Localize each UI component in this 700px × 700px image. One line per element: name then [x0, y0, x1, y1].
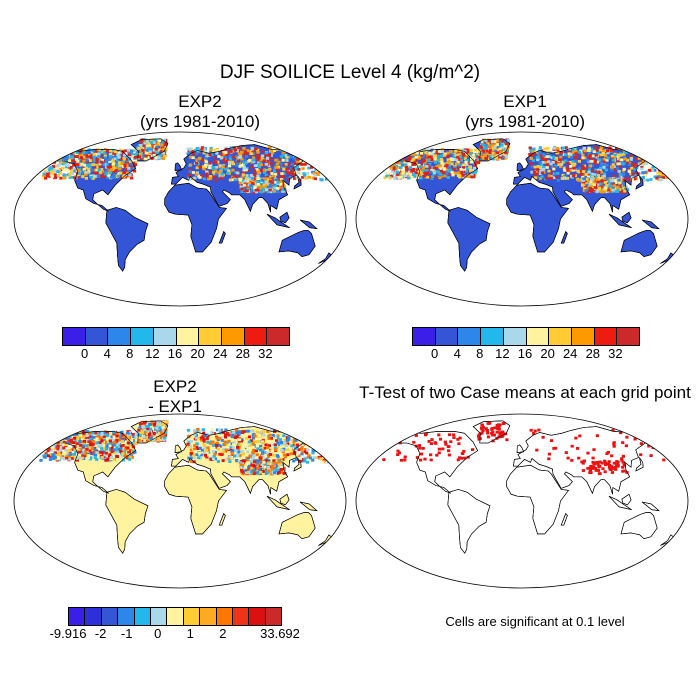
colorbar-swatch — [150, 608, 168, 625]
colorbar-swatch — [199, 328, 222, 345]
panel-title-line2: - EXP1 — [148, 397, 202, 416]
colorbar-swatch — [267, 328, 290, 345]
panel-title-line1: T-Test of two Case means at each grid po… — [359, 383, 691, 402]
colorbar-swatch — [101, 608, 119, 625]
colorbar-swatch — [617, 328, 640, 345]
colorbar-swatch — [167, 608, 184, 625]
colorbar-label: 20 — [540, 346, 555, 361]
colorbar-swatch — [481, 328, 504, 345]
colorbar-label: 8 — [126, 346, 134, 361]
colorbar-label: -2 — [94, 626, 107, 641]
colorbar-swatch — [221, 328, 245, 345]
colorbar-swatch — [131, 328, 154, 345]
colorbar-swatch — [85, 328, 109, 345]
land-southAmerica — [105, 489, 149, 554]
panel-title-line1: EXP2 — [153, 377, 197, 396]
panel-title-exp2: EXP2 (yrs 1981-2010) — [50, 92, 350, 132]
land-southAmerica — [447, 207, 491, 272]
panel-title-diff: EXP2 - EXP1 — [50, 377, 300, 417]
colorbar-label: 1 — [186, 626, 194, 641]
land-northAmerica — [394, 431, 479, 494]
map-border — [13, 131, 347, 307]
colorbar-swatch — [85, 608, 102, 625]
colorbar-swatch — [69, 608, 86, 625]
colorbar-label: 12 — [495, 346, 510, 361]
significance-note: Cells are significant at 0.1 level — [445, 614, 625, 629]
colorbar-swatch — [216, 608, 233, 625]
colorbar-label: 24 — [562, 346, 578, 361]
colorbar-swatch — [200, 608, 217, 625]
colorbar-labels-exp2: 0 4 8 12 16 20 24 28 32 — [62, 346, 288, 362]
colorbar-label: -9.916 — [49, 626, 87, 641]
colorbar-label: 12 — [145, 346, 160, 361]
panel-title-ttest: T-Test of two Case means at each grid po… — [350, 383, 700, 403]
map-border — [13, 413, 347, 589]
colorbar-labels-exp1: 0 4 8 12 16 20 24 28 32 — [412, 346, 638, 362]
colorbar-swatch — [232, 608, 250, 625]
map-ttest — [355, 413, 689, 589]
panel-title-exp1: EXP1 (yrs 1981-2010) — [375, 92, 675, 132]
colorbar-labels-diff: -9.916 -2 -1 0 1 2 33.692 — [50, 626, 300, 642]
colorbar-label: -1 — [120, 626, 133, 641]
land-southAmerica — [447, 489, 491, 554]
colorbar-label: 28 — [585, 346, 601, 361]
colorbar-swatch — [249, 608, 266, 625]
colorbar-label: 32 — [258, 346, 273, 361]
land-newGuinea — [641, 219, 660, 230]
map-exp2 — [13, 131, 347, 307]
colorbar-swatch — [435, 328, 459, 345]
colorbar-swatch — [458, 328, 482, 345]
colorbar-label: 33.692 — [260, 626, 300, 641]
colorbar-label: 2 — [219, 626, 227, 641]
colorbar-label: 0 — [154, 626, 162, 641]
colorbar-label: 24 — [212, 346, 228, 361]
colorbar-swatch — [134, 608, 151, 625]
land-newGuinea — [299, 219, 318, 230]
map-exp1 — [355, 131, 689, 307]
colorbar-swatch — [526, 328, 550, 345]
map-diff — [13, 413, 347, 589]
colorbar-swatch — [63, 328, 86, 345]
colorbar-label: 16 — [517, 346, 533, 361]
land-southAmerica — [105, 207, 149, 272]
colorbar-swatch — [183, 608, 201, 625]
colorbar-swatch — [108, 328, 132, 345]
panel-title-line1: EXP1 — [503, 92, 547, 111]
colorbar-swatch — [503, 328, 527, 345]
colorbar-label: 8 — [476, 346, 484, 361]
colorbar-swatch — [413, 328, 436, 345]
colorbar-swatch — [571, 328, 595, 345]
map-border — [355, 131, 689, 307]
colorbar-diff — [68, 607, 282, 626]
colorbar-label: 4 — [103, 346, 111, 361]
colorbar-swatch — [118, 608, 135, 625]
colorbar-label: 28 — [235, 346, 251, 361]
colorbar-exp1 — [412, 327, 640, 346]
panel-title-line1: EXP2 — [178, 92, 222, 111]
map-border — [355, 413, 689, 589]
colorbar-swatch — [244, 328, 268, 345]
colorbar-label: 32 — [608, 346, 623, 361]
panel-title-line2: (yrs 1981-2010) — [464, 112, 585, 131]
colorbar-label: 0 — [80, 346, 89, 361]
colorbar-swatch — [549, 328, 572, 345]
colorbar-label: 4 — [453, 346, 461, 361]
colorbar-label: 16 — [167, 346, 183, 361]
land-newGuinea — [641, 501, 660, 512]
colorbar-swatch — [265, 608, 282, 625]
land-newGuinea — [299, 501, 318, 512]
colorbar-swatch — [153, 328, 177, 345]
colorbar-label: 0 — [430, 346, 439, 361]
panel-title-line2: (yrs 1981-2010) — [139, 112, 260, 131]
colorbar-swatch — [594, 328, 618, 345]
colorbar-swatch — [176, 328, 200, 345]
colorbar-exp2 — [62, 327, 290, 346]
figure-title: DJF SOILICE Level 4 (kg/m^2) — [219, 62, 481, 83]
colorbar-label: 20 — [190, 346, 205, 361]
